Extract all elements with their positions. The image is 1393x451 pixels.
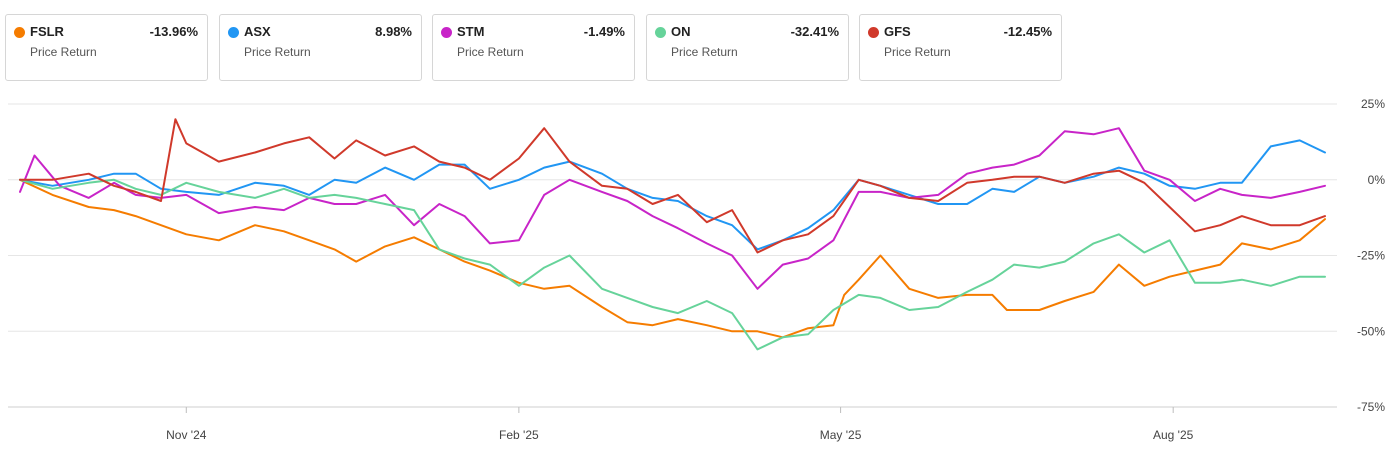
y-tick-label: -50% [1357, 324, 1385, 338]
series-color-dot [868, 27, 879, 38]
series-line-gfs [19, 118, 1326, 254]
legend-value: -32.41% [790, 24, 839, 39]
x-tick-label: May '25 [820, 428, 862, 442]
x-tick-label: Aug '25 [1153, 428, 1194, 442]
series-line-stm [19, 127, 1326, 290]
legend-value: -12.45% [1003, 24, 1052, 39]
y-tick-label: -25% [1357, 249, 1385, 263]
series-color-dot [14, 27, 25, 38]
legend-card-on[interactable]: ON -32.41% Price Return [646, 14, 849, 81]
legend-card-gfs[interactable]: GFS -12.45% Price Return [859, 14, 1062, 81]
legend-value: -1.49% [583, 24, 625, 39]
series-color-dot [655, 27, 666, 38]
legend-subtitle: Price Return [884, 45, 951, 59]
legend-value: 8.98% [375, 24, 412, 39]
series-line-asx [19, 139, 1326, 251]
legend-subtitle: Price Return [671, 45, 738, 59]
legend-ticker: ON [671, 24, 691, 39]
y-tick-label: 0% [1368, 173, 1386, 187]
series-line-fslr [19, 178, 1326, 339]
legend-card-asx[interactable]: ASX 8.98% Price Return [219, 14, 422, 81]
legend-subtitle: Price Return [30, 45, 97, 59]
y-tick-label: 25% [1361, 97, 1385, 111]
legend-subtitle: Price Return [244, 45, 311, 59]
legend-ticker: GFS [884, 24, 911, 39]
series-color-dot [228, 27, 239, 38]
legend-ticker: STM [457, 24, 485, 39]
series-color-dot [441, 27, 452, 38]
x-tick-label: Nov '24 [166, 428, 207, 442]
legend-card-fslr[interactable]: FSLR -13.96% Price Return [5, 14, 208, 81]
series-line-on [19, 178, 1326, 351]
legend-card-stm[interactable]: STM -1.49% Price Return [432, 14, 635, 81]
legend-value: -13.96% [149, 24, 198, 39]
y-tick-label: -75% [1357, 400, 1385, 414]
legend-ticker: FSLR [30, 24, 64, 39]
x-tick-label: Feb '25 [499, 428, 539, 442]
legend-ticker: ASX [244, 24, 271, 39]
legend-subtitle: Price Return [457, 45, 524, 59]
